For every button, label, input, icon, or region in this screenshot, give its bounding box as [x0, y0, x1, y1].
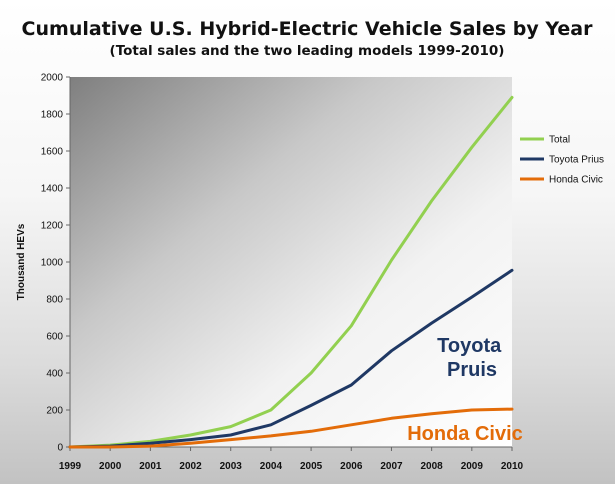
- y-tick-label: 200: [46, 406, 63, 417]
- plot-area: [70, 77, 512, 447]
- series-line-total: [68, 95, 514, 449]
- legend: Total Toyota Prius Honda Civic: [520, 135, 604, 186]
- y-tick-label: 1800: [41, 110, 64, 121]
- legend-item: Toyota Prius: [520, 155, 604, 166]
- y-tick-label: 400: [46, 369, 63, 380]
- x-axis-ticks: 1999 2000 2001 2002 2003 2004 2005 2006 2007 2008…: [59, 447, 524, 472]
- x-tick-label: 2002: [179, 461, 202, 472]
- x-tick-label: 2005: [300, 461, 323, 472]
- legend-label: Toyota Prius: [549, 155, 604, 166]
- x-tick-label: 2003: [220, 461, 243, 472]
- x-tick-label: 2008: [421, 461, 444, 472]
- y-tick-label: 1400: [41, 184, 64, 195]
- legend-label: Total: [549, 135, 570, 146]
- legend-item: Honda Civic: [520, 175, 603, 186]
- legend-label: Honda Civic: [549, 175, 603, 186]
- y-tick-label: 600: [46, 332, 63, 343]
- x-tick-label: 2004: [260, 461, 283, 472]
- y-tick-label: 1600: [41, 147, 64, 158]
- x-tick-label: 2009: [461, 461, 484, 472]
- annotation-honda-civic: Honda Civic: [407, 423, 523, 445]
- y-axis-ticks: 0 200 400 600 800 1000 1200 1400 1600 1800 2000: [41, 73, 70, 454]
- y-axis-label: Thousand HEVs: [16, 223, 27, 300]
- series-line-toyota-prius: [68, 268, 514, 449]
- chart-title: Cumulative U.S. Hybrid-Electric Vehicle …: [22, 18, 594, 40]
- annotation-toyota-line2: Pruis: [447, 359, 497, 381]
- x-tick-label: 2001: [139, 461, 162, 472]
- chart-subtitle: (Total sales and the two leading models …: [110, 43, 505, 59]
- y-tick-label: 2000: [41, 73, 64, 84]
- x-tick-label: 2007: [380, 461, 403, 472]
- x-tick-label: 2000: [99, 461, 122, 472]
- x-tick-label: 2006: [340, 461, 363, 472]
- x-tick-label: 2010: [501, 461, 524, 472]
- annotation-toyota-line1: Toyota: [437, 335, 502, 357]
- legend-item: Total: [520, 135, 570, 146]
- annotation-toyota-prius: Toyota Pruis: [437, 335, 507, 381]
- y-tick-label: 1200: [41, 221, 64, 232]
- series-lines: [68, 95, 514, 449]
- annotation-honda-line1: Honda Civic: [407, 423, 523, 445]
- x-tick-label: 1999: [59, 461, 82, 472]
- y-tick-label: 1000: [41, 258, 64, 269]
- y-tick-label: 0: [57, 443, 63, 454]
- y-tick-label: 800: [46, 295, 63, 306]
- series-line-honda-civic: [68, 407, 514, 449]
